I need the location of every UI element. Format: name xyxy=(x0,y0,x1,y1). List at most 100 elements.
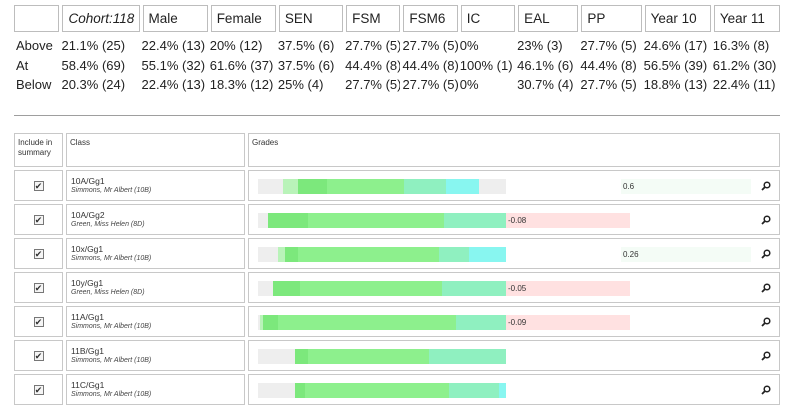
summary-value: 58.4% (69) xyxy=(61,57,126,73)
grade-segment xyxy=(456,315,506,330)
grades-cell: -0.05 xyxy=(248,272,780,303)
magnifier-icon[interactable] xyxy=(761,351,771,361)
include-checkbox[interactable]: ✔ xyxy=(33,317,44,327)
class-row: ✔ 11B/Gg1 Simmons, Mr Albert (10B) xyxy=(14,340,780,371)
class-row: ✔ 11A/Gg1 Simmons, Mr Albert (10B) -0.09 xyxy=(14,306,780,337)
magnifier-icon[interactable] xyxy=(761,385,771,395)
class-row: ✔ 10y/Gg1 Green, Miss Helen (8D) -0.05 xyxy=(14,272,780,303)
grade-segment xyxy=(300,281,442,296)
summary-value: 61.2% (30) xyxy=(712,57,777,73)
summary-row-at: At 58.4% (69) 55.1% (32) 61.6% (37) 37.5% (6… xyxy=(14,56,780,76)
class-cell: 10A/Gg1 Simmons, Mr Albert (10B) xyxy=(66,170,245,201)
class-cell: 11B/Gg1 Simmons, Mr Albert (10B) xyxy=(66,340,245,371)
summary-header-cell: IC xyxy=(460,5,516,32)
class-row: ✔ 10x/Gg1 Simmons, Mr Albert (10B) 0.26 xyxy=(14,238,780,269)
magnifier-icon[interactable] xyxy=(761,317,771,327)
grade-segment xyxy=(444,213,506,228)
summary-value: 61.6% (37) xyxy=(209,57,274,73)
significance-bar xyxy=(621,247,751,262)
include-cell: ✔ xyxy=(14,204,63,235)
grade-segment xyxy=(267,213,308,228)
significance-value: -0.09 xyxy=(508,318,527,327)
grades-cell: -0.09 xyxy=(248,306,780,337)
grade-segment xyxy=(272,281,301,296)
summary-row-above: Above 21.1% (25) 22.4% (13) 20% (12) 37.5% (… xyxy=(14,36,780,56)
summary-value: 22.4% (13) xyxy=(141,38,206,53)
magnifier-icon[interactable] xyxy=(761,283,771,293)
summary-value: 37.5% (6) xyxy=(277,38,335,53)
grade-distribution-bar xyxy=(258,213,506,228)
class-cell: 10A/Gg2 Green, Miss Helen (8D) xyxy=(66,204,245,235)
grade-segment xyxy=(282,179,298,194)
significance-value: -0.08 xyxy=(508,216,527,225)
class-name: 10y/Gg1 xyxy=(71,278,104,288)
summary-body: Above 21.1% (25) 22.4% (13) 20% (12) 37.5% (… xyxy=(14,36,780,95)
grade-segment xyxy=(258,179,283,194)
summary-header-cell: FSM6 xyxy=(403,5,458,32)
summary-value: 18.8% (13) xyxy=(643,77,708,92)
grade-segment xyxy=(297,179,328,194)
include-checkbox[interactable]: ✔ xyxy=(33,283,44,293)
summary-header-cell: FSM xyxy=(346,5,401,32)
significance-value: -0.05 xyxy=(508,284,527,293)
include-checkbox[interactable]: ✔ xyxy=(33,385,44,395)
significance-bar xyxy=(506,315,630,330)
summary-header-cell: EAL xyxy=(518,5,579,32)
class-row: ✔ 10A/Gg2 Green, Miss Helen (8D) -0.08 xyxy=(14,204,780,235)
magnifier-icon[interactable] xyxy=(761,181,771,191)
class-teacher: Simmons, Mr Albert (10B) xyxy=(71,391,152,398)
class-name: 10A/Gg2 xyxy=(71,210,105,220)
section-divider xyxy=(14,115,780,116)
grade-segment xyxy=(441,281,506,296)
summary-row-label: Above xyxy=(16,38,53,53)
class-cell: 10x/Gg1 Simmons, Mr Albert (10B) xyxy=(66,238,245,269)
class-grades-table: Include in summary Class Grades ✔ 10A/Gg1… xyxy=(14,133,780,405)
summary-value: 27.7% (5) xyxy=(402,38,458,53)
grades-header: Grades xyxy=(248,133,780,167)
grade-segment xyxy=(285,247,298,262)
include-checkbox[interactable]: ✔ xyxy=(33,215,44,225)
significance-bar xyxy=(506,281,630,296)
summary-value: 37.5% (6) xyxy=(277,57,335,73)
include-checkbox[interactable]: ✔ xyxy=(33,181,44,191)
include-checkbox[interactable]: ✔ xyxy=(33,351,44,361)
summary-value: 23% (3) xyxy=(517,38,563,53)
class-table-header: Include in summary Class Grades xyxy=(14,133,780,167)
summary-value: 55.1% (32) xyxy=(141,57,206,73)
grade-segment xyxy=(258,315,261,330)
summary-value: 46.1% (6) xyxy=(517,57,574,73)
magnifier-icon[interactable] xyxy=(761,215,771,225)
grades-cell: 0.26 xyxy=(248,238,780,269)
grade-segment xyxy=(404,179,447,194)
grade-segment xyxy=(258,383,296,398)
class-name: 11B/Gg1 xyxy=(71,346,104,356)
class-cell: 11A/Gg1 Simmons, Mr Albert (10B) xyxy=(66,306,245,337)
significance-bar xyxy=(621,179,751,194)
class-table-body: ✔ 10A/Gg1 Simmons, Mr Albert (10B) 0.6 ✔ 10A/… xyxy=(14,170,780,405)
class-teacher: Simmons, Mr Albert (10B) xyxy=(71,323,152,330)
summary-value: 44.4% (8) xyxy=(345,57,401,73)
magnifier-icon[interactable] xyxy=(761,249,771,259)
summary-header-cell: Year 10 xyxy=(644,5,711,32)
summary-value: 44.4% (8) xyxy=(402,57,458,73)
include-cell: ✔ xyxy=(14,374,63,405)
summary-header-cell: Year 11 xyxy=(713,5,780,32)
grade-segment xyxy=(446,179,479,194)
include-cell: ✔ xyxy=(14,340,63,371)
summary-value: 25% (4) xyxy=(277,77,324,92)
grade-distribution-bar xyxy=(258,281,506,296)
grade-segment xyxy=(277,315,457,330)
grade-segment xyxy=(448,383,499,398)
grade-segment xyxy=(258,349,296,364)
grade-segment xyxy=(478,179,506,194)
summary-value: 0% xyxy=(459,77,479,92)
grade-segment xyxy=(429,349,506,364)
include-checkbox[interactable]: ✔ xyxy=(33,249,44,259)
class-name: 11A/Gg1 xyxy=(71,312,104,322)
summary-header-cell: SEN xyxy=(278,5,344,32)
class-cell: 10y/Gg1 Green, Miss Helen (8D) xyxy=(66,272,245,303)
grade-segment xyxy=(277,247,286,262)
summary-value: 27.7% (5) xyxy=(345,38,401,53)
grade-distribution-bar xyxy=(258,315,506,330)
grade-segment xyxy=(305,383,449,398)
